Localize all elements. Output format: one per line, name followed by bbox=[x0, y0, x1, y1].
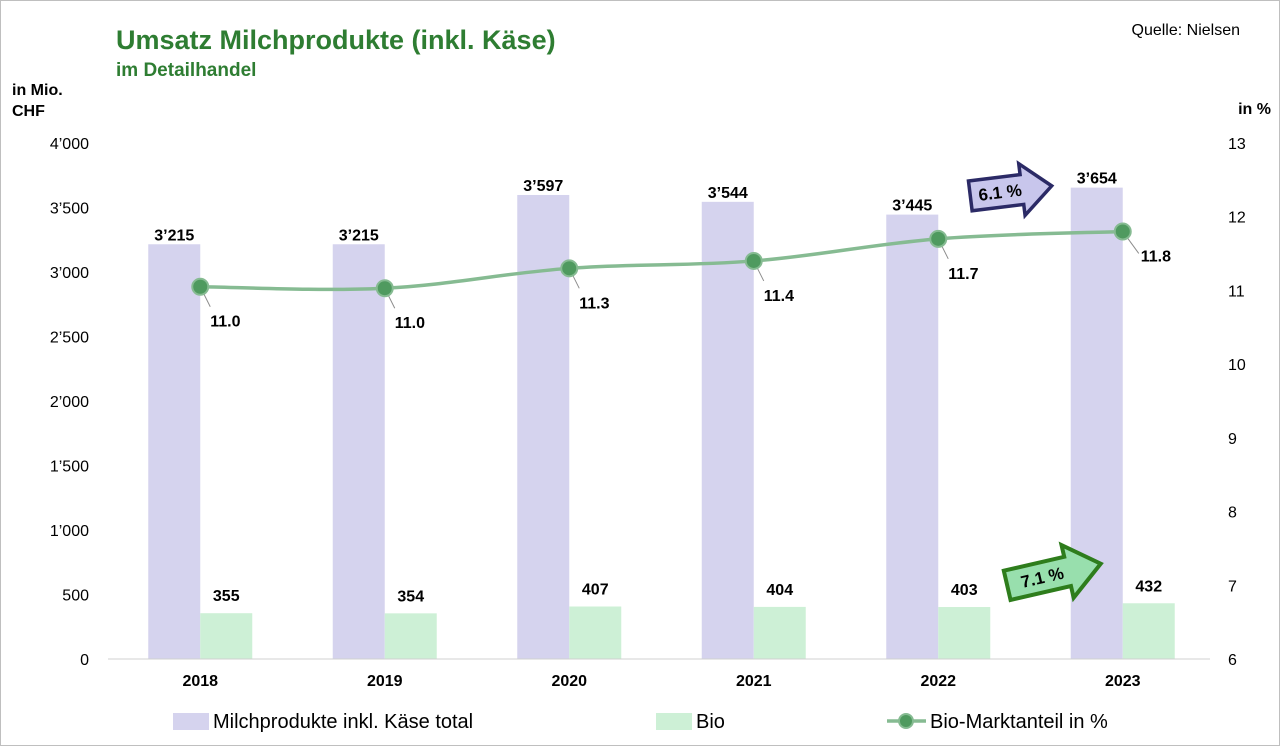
legend-marker-share bbox=[898, 713, 914, 729]
data-label-total: 3’215 bbox=[154, 227, 194, 244]
chart-title: Umsatz Milchprodukte (inkl. Käse) bbox=[116, 25, 556, 55]
right-tick-label: 7 bbox=[1228, 578, 1237, 595]
category-labels: 2018 2019 2020 2021 2022 2023 bbox=[182, 673, 1140, 690]
data-label-bio: 354 bbox=[397, 588, 424, 605]
right-tick-label: 11 bbox=[1228, 283, 1245, 300]
arrow-total-shape bbox=[966, 160, 1055, 220]
category-label: 2018 bbox=[182, 673, 218, 690]
category-label: 2023 bbox=[1105, 673, 1141, 690]
data-label-share: 11.0 bbox=[210, 314, 240, 331]
right-tick-label: 6 bbox=[1228, 652, 1237, 669]
left-tick-label: 1’500 bbox=[50, 459, 89, 476]
data-label-bio: 404 bbox=[766, 582, 793, 599]
data-label-total: 3’654 bbox=[1077, 171, 1117, 188]
legend: Milchprodukte inkl. Käse total Bio Bio-M… bbox=[173, 711, 1108, 733]
share-marker bbox=[375, 279, 394, 298]
left-tick-label: 2’000 bbox=[50, 394, 89, 411]
share-marker bbox=[191, 277, 210, 296]
right-tick-label: 12 bbox=[1228, 210, 1246, 227]
right-tick-label: 13 bbox=[1228, 136, 1246, 153]
data-label-total: 3’597 bbox=[523, 178, 563, 195]
left-tick-label: 3’500 bbox=[50, 201, 89, 218]
data-label-total: 3’544 bbox=[708, 185, 748, 202]
share-data-labels: 11.0 11.0 11.3 11.4 11.7 11.8 bbox=[210, 248, 1171, 332]
data-label-total: 3’445 bbox=[892, 198, 932, 215]
data-label-share: 11.0 bbox=[395, 315, 425, 332]
bar-bio bbox=[938, 607, 991, 659]
left-axis-unit-line2: CHF bbox=[12, 103, 45, 120]
total-data-labels: 3’215 3’215 3’597 3’544 3’445 3’654 bbox=[154, 171, 1117, 245]
category-label: 2021 bbox=[736, 673, 772, 690]
right-tick-label: 9 bbox=[1228, 431, 1237, 448]
source-note: Quelle: Nielsen bbox=[1132, 22, 1241, 39]
legend-label-share: Bio-Marktanteil in % bbox=[930, 711, 1108, 733]
growth-arrow-total: 6.1 % bbox=[966, 160, 1055, 220]
legend-label-total: Milchprodukte inkl. Käse total bbox=[213, 711, 473, 733]
bar-bio bbox=[753, 606, 806, 659]
bar-total bbox=[148, 244, 201, 659]
category-label: 2022 bbox=[920, 673, 956, 690]
bar-total bbox=[701, 201, 754, 659]
data-label-share: 11.7 bbox=[948, 266, 978, 283]
share-marker bbox=[560, 259, 579, 278]
right-axis-ticks: 6 7 8 9 10 11 12 13 bbox=[1228, 136, 1246, 669]
series-bio-bars bbox=[200, 603, 1175, 659]
data-label-bio: 432 bbox=[1135, 578, 1162, 595]
left-tick-label: 500 bbox=[62, 588, 89, 605]
bar-bio bbox=[1122, 603, 1175, 659]
left-tick-label: 1’000 bbox=[50, 523, 89, 540]
bio-data-labels: 355 354 407 404 403 432 bbox=[213, 578, 1162, 605]
data-label-bio: 407 bbox=[582, 581, 609, 598]
share-marker bbox=[1113, 222, 1132, 241]
left-tick-label: 3’000 bbox=[50, 265, 89, 282]
data-label-share: 11.3 bbox=[579, 295, 609, 312]
right-axis-unit: in % bbox=[1238, 101, 1271, 118]
data-label-bio: 355 bbox=[213, 588, 240, 605]
series-share-markers bbox=[191, 222, 1132, 298]
bar-bio bbox=[384, 613, 437, 659]
right-tick-label: 8 bbox=[1228, 505, 1237, 522]
right-tick-label: 10 bbox=[1228, 357, 1246, 374]
left-tick-label: 0 bbox=[80, 652, 89, 669]
bar-bio bbox=[569, 606, 622, 659]
left-axis-ticks: 0 500 1’000 1’500 2’000 2’500 3’000 3’500 4’000 bbox=[50, 136, 89, 669]
bar-bio bbox=[200, 613, 253, 659]
legend-label-bio: Bio bbox=[696, 711, 725, 733]
data-label-share: 11.8 bbox=[1141, 248, 1171, 265]
left-axis-unit-line1: in Mio. bbox=[12, 82, 63, 99]
series-share-line bbox=[200, 229, 1123, 292]
legend-swatch-bio bbox=[656, 713, 692, 730]
category-label: 2020 bbox=[551, 673, 587, 690]
chart-subtitle: im Detailhandel bbox=[116, 60, 256, 81]
bar-total bbox=[332, 244, 385, 659]
share-marker bbox=[929, 229, 948, 248]
data-label-share: 11.4 bbox=[764, 288, 794, 305]
growth-arrow-bio: 7.1 % bbox=[1001, 541, 1104, 603]
legend-swatch-total bbox=[173, 713, 209, 730]
category-label: 2019 bbox=[367, 673, 403, 690]
left-tick-label: 2’500 bbox=[50, 330, 89, 347]
arrow-bio-shape bbox=[1001, 541, 1104, 603]
series-total-bars bbox=[148, 187, 1123, 659]
bar-total bbox=[886, 214, 939, 659]
left-tick-label: 4’000 bbox=[50, 136, 89, 153]
data-label-total: 3’215 bbox=[339, 227, 379, 244]
share-marker bbox=[744, 251, 763, 270]
data-label-bio: 403 bbox=[951, 582, 978, 599]
